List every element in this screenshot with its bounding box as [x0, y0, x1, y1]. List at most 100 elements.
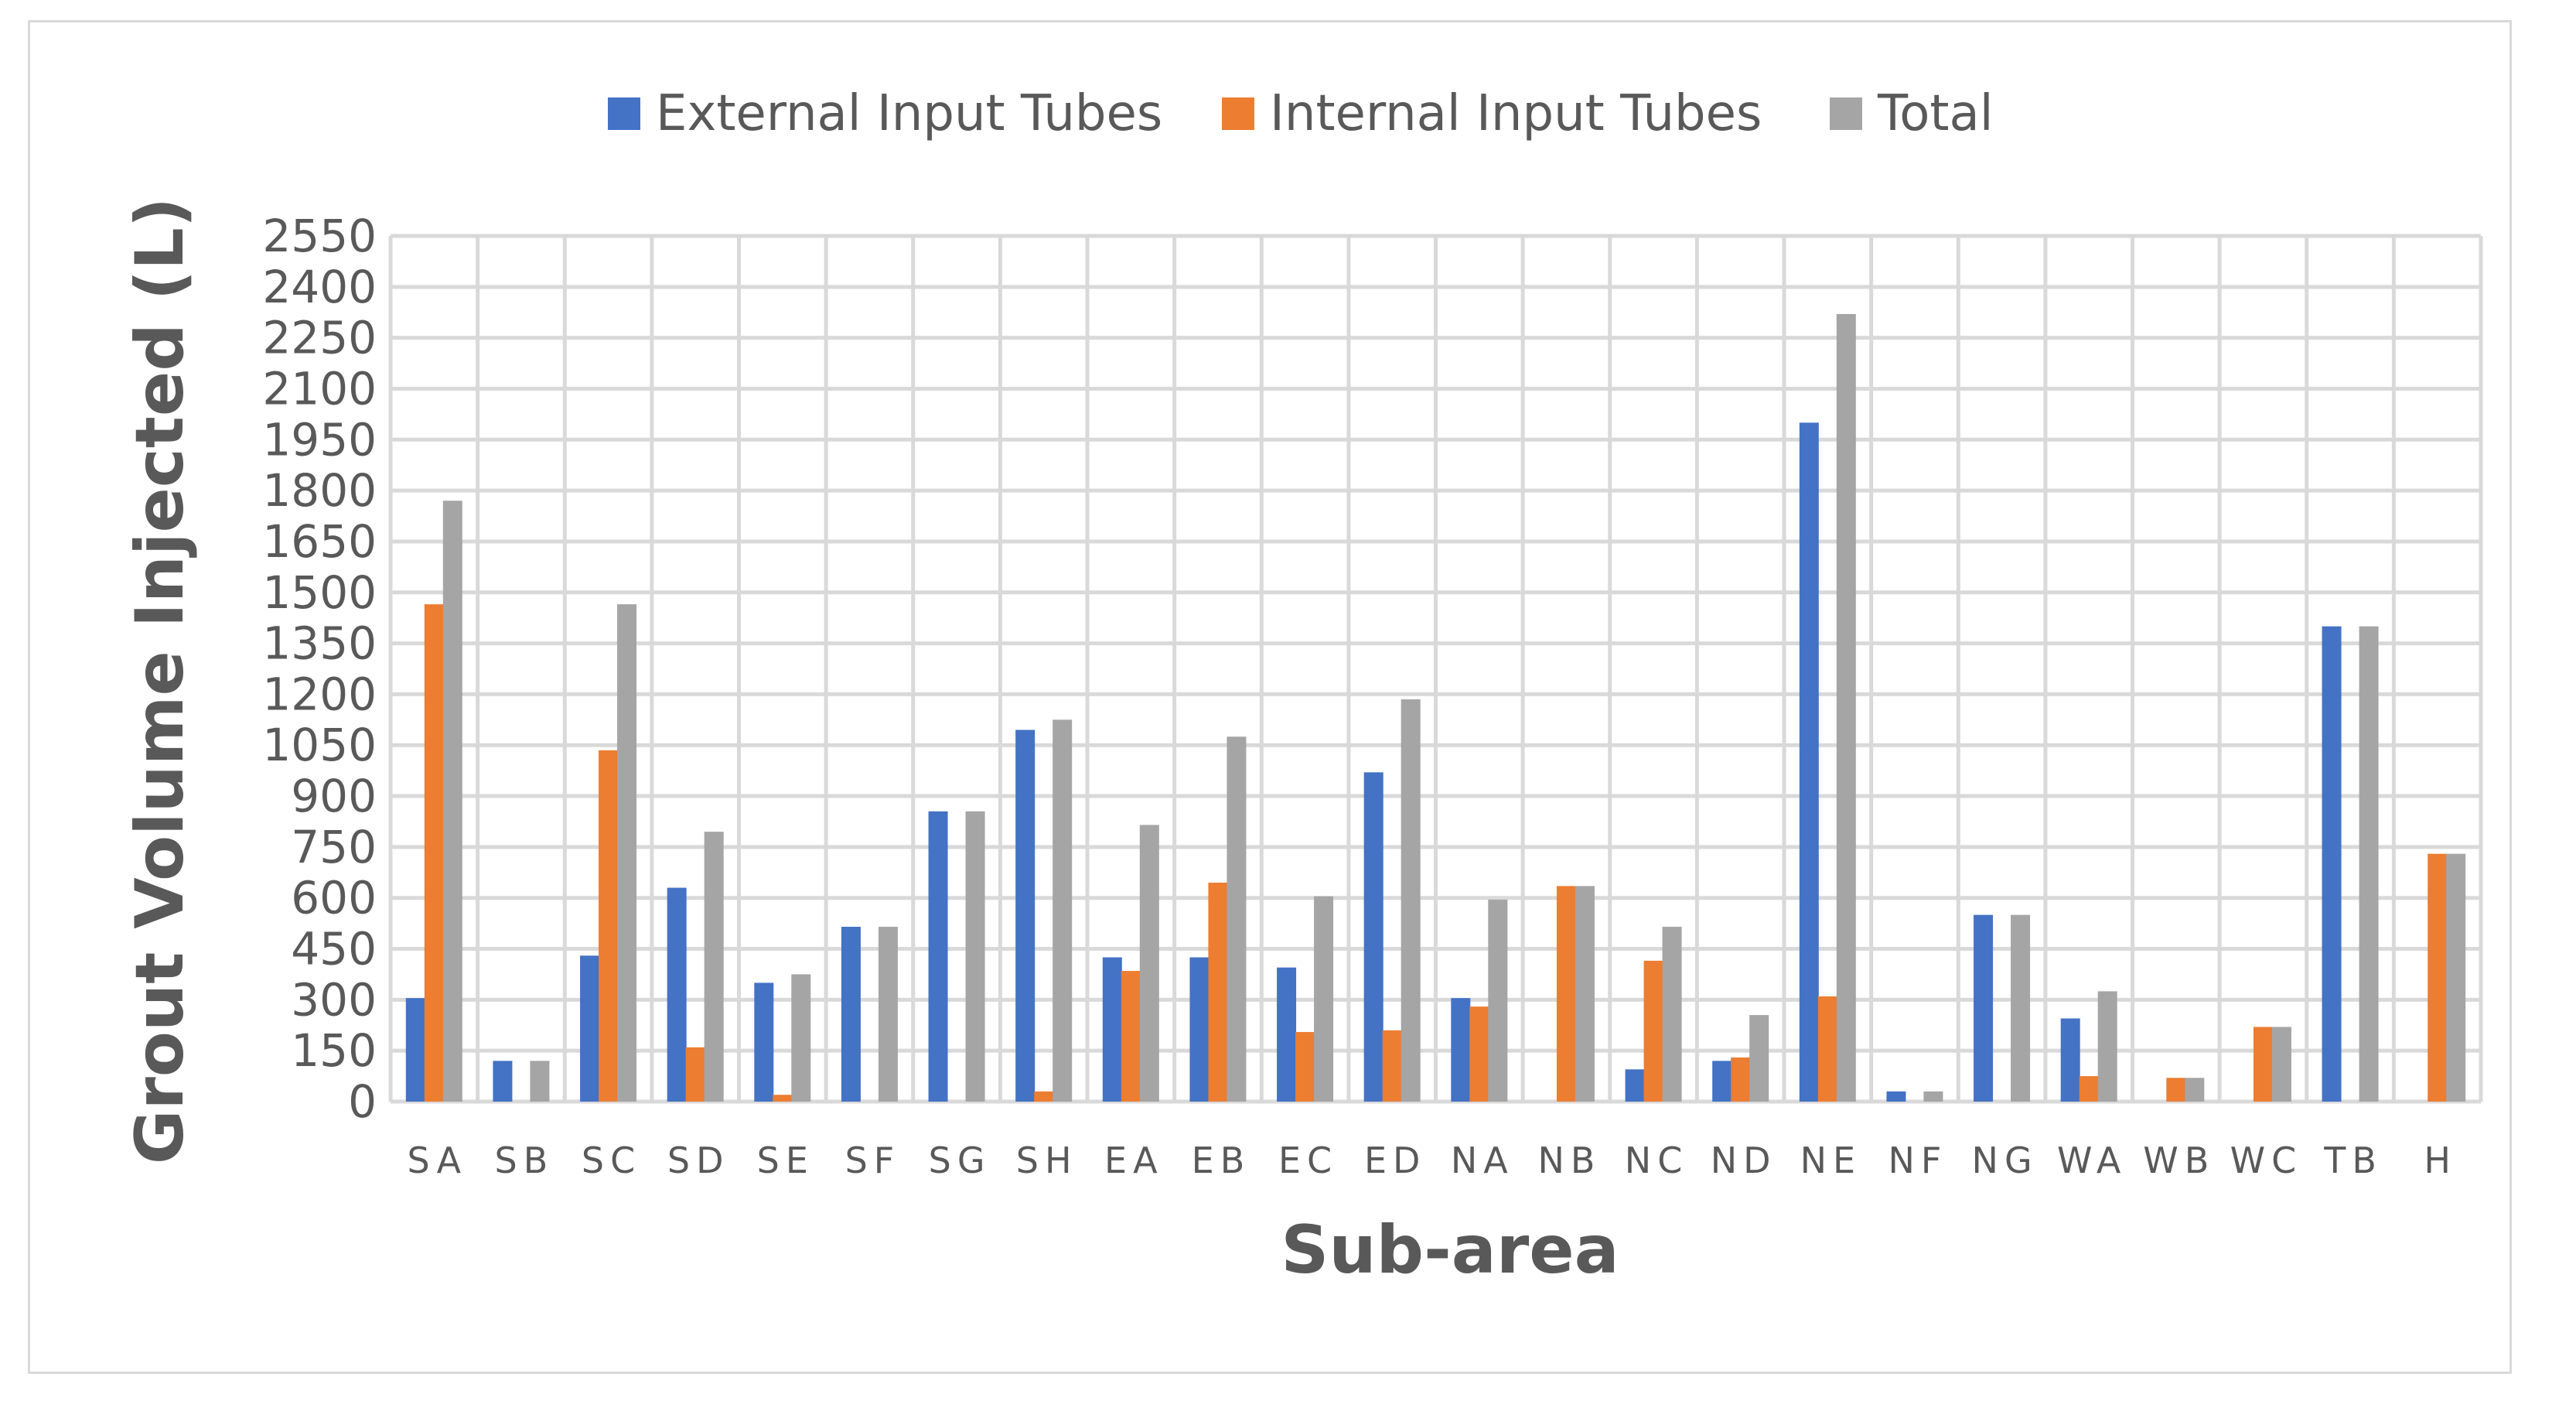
x-tick-labels: SA SB SC SD SE SF SG SH EA EB EC ED NA NB NC ND NE NF NG WA…	[408, 1140, 2457, 1181]
x-tick-label: SE	[757, 1140, 814, 1181]
bar-total	[2271, 1027, 2291, 1102]
y-tick-label: 2250	[262, 312, 377, 364]
bar-internal-input-tubes	[773, 1095, 793, 1102]
bar-external-input-tubes	[1886, 1091, 1906, 1102]
y-tick-label: 2100	[262, 362, 377, 415]
bar-total	[1314, 896, 1334, 1102]
y-tick-label: 900	[291, 770, 377, 822]
bar-internal-input-tubes	[599, 750, 619, 1102]
y-tick-label: 150	[291, 1024, 377, 1077]
y-tick-label: 1200	[262, 668, 377, 720]
bar-internal-input-tubes	[2253, 1027, 2273, 1102]
bar-total	[1139, 825, 1159, 1102]
legend: External Input Tubes Internal Input Tubes…	[608, 85, 1993, 142]
legend-swatch	[1830, 97, 1862, 130]
y-tick-label: 750	[291, 821, 377, 873]
bar-internal-input-tubes	[1295, 1032, 1315, 1102]
bar-internal-input-tubes	[424, 604, 444, 1102]
bar-internal-input-tubes	[1556, 886, 1576, 1102]
bar-total	[442, 501, 462, 1102]
x-tick-label: EB	[1192, 1140, 1251, 1181]
x-tick-label: WB	[2143, 1140, 2215, 1181]
bar-total	[704, 832, 724, 1102]
bar-internal-input-tubes	[1382, 1030, 1402, 1102]
bar-external-input-tubes	[2322, 626, 2342, 1102]
bar-external-input-tubes	[841, 927, 861, 1102]
bar-total	[965, 811, 985, 1102]
x-tick-label: SC	[582, 1140, 641, 1181]
bar-total	[2185, 1078, 2205, 1102]
bar-external-input-tubes	[1015, 730, 1036, 1102]
bar-external-input-tubes	[754, 982, 774, 1102]
bar-total	[1488, 899, 1508, 1102]
y-tick-label: 2550	[262, 210, 377, 262]
bar-total	[1923, 1091, 1943, 1102]
bar-total	[2446, 853, 2466, 1102]
bar-external-input-tubes	[1799, 422, 1819, 1102]
x-tick-label: SG	[929, 1140, 991, 1181]
bar-external-input-tubes	[1102, 957, 1122, 1102]
x-tick-label: SA	[408, 1140, 468, 1181]
bar-total	[2359, 626, 2379, 1102]
bar-internal-input-tubes	[2428, 853, 2448, 1102]
x-tick-label: NG	[1972, 1140, 2039, 1181]
bar-total	[1227, 736, 1247, 1102]
y-tick-label: 450	[291, 923, 377, 976]
y-tick-labels: 0150300450600750900105012001350150016501…	[262, 210, 377, 1128]
y-tick-label: 1800	[262, 464, 377, 517]
y-tick-label: 1650	[262, 515, 377, 568]
bars	[405, 313, 2466, 1102]
bar-internal-input-tubes	[685, 1047, 705, 1102]
x-tick-label: ED	[1364, 1140, 1427, 1181]
y-axis-title: Grout Volume Injected (L)	[121, 197, 199, 1164]
bar-internal-input-tubes	[1643, 960, 1663, 1102]
y-tick-label: 0	[348, 1075, 377, 1128]
bar-external-input-tubes	[493, 1061, 513, 1102]
x-tick-label: H	[2424, 1140, 2457, 1181]
y-tick-label: 1950	[262, 413, 377, 466]
y-tick-label: 1500	[262, 566, 377, 619]
bar-internal-input-tubes	[2079, 1076, 2099, 1102]
bar-external-input-tubes	[1363, 772, 1384, 1102]
x-tick-label: NE	[1800, 1140, 1861, 1181]
x-tick-label: ND	[1711, 1140, 1777, 1181]
bar-external-input-tubes	[1712, 1061, 1732, 1102]
x-tick-label: NF	[1888, 1140, 1948, 1181]
y-tick-label: 600	[291, 872, 377, 924]
y-tick-label: 2400	[262, 261, 377, 313]
bar-internal-input-tubes	[1034, 1091, 1054, 1102]
x-tick-label: SF	[845, 1140, 901, 1181]
bar-internal-input-tubes	[1121, 971, 1141, 1102]
bar-external-input-tubes	[2060, 1018, 2080, 1102]
legend-label: Internal Input Tubes	[1270, 85, 1762, 142]
grid-lines	[388, 234, 2483, 1104]
y-tick-label: 1050	[262, 719, 377, 771]
bar-total	[617, 604, 637, 1102]
x-tick-label: NB	[1537, 1140, 1601, 1181]
bar-external-input-tubes	[1451, 998, 1471, 1102]
bar-total	[791, 974, 811, 1102]
bar-total	[1749, 1015, 1769, 1102]
x-tick-label: EA	[1104, 1140, 1164, 1181]
bar-internal-input-tubes	[1208, 882, 1228, 1102]
x-tick-label: WC	[2230, 1140, 2303, 1181]
bar-internal-input-tubes	[2166, 1078, 2186, 1102]
y-tick-label: 1350	[262, 617, 377, 670]
x-tick-label: WA	[2057, 1140, 2127, 1181]
bar-internal-input-tubes	[1731, 1057, 1751, 1102]
x-tick-label: SH	[1016, 1140, 1078, 1181]
bar-total	[1401, 699, 1421, 1102]
y-tick-label: 300	[291, 973, 377, 1026]
x-tick-label: NA	[1451, 1140, 1514, 1181]
x-tick-label: EC	[1278, 1140, 1338, 1181]
bar-total	[530, 1061, 550, 1102]
bar-internal-input-tubes	[1469, 1006, 1489, 1102]
x-axis-title: Sub-area	[1281, 1211, 1619, 1289]
bar-total	[1053, 719, 1073, 1102]
bar-total	[1662, 927, 1682, 1102]
legend-swatch	[1222, 97, 1254, 130]
bar-external-input-tubes	[1277, 967, 1297, 1102]
bar-total	[878, 927, 898, 1102]
bar-external-input-tubes	[1189, 957, 1210, 1102]
